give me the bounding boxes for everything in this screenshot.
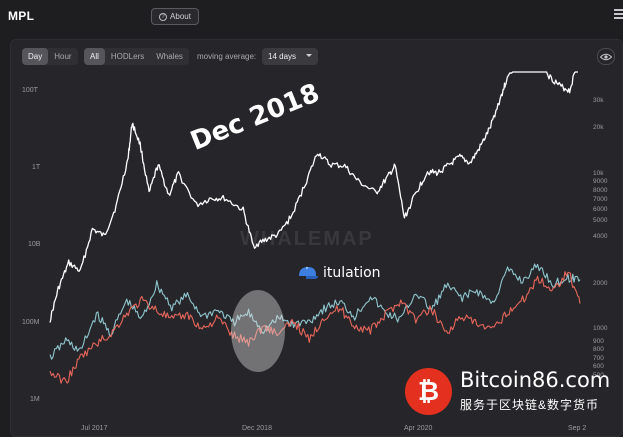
chart-panel (10, 39, 623, 437)
moving-average-value: 14 days (268, 52, 297, 61)
blue-series-line (49, 263, 581, 360)
right-axis-tick: 20k (593, 124, 604, 131)
about-button-label: About (170, 12, 191, 21)
right-axis-tick: 8000 (593, 187, 608, 194)
left-axis-tick: 10B (28, 241, 41, 248)
top-bar: MPL ? About (0, 0, 623, 34)
red-series-line (49, 271, 581, 384)
watermark: WHALEMAP (240, 228, 374, 250)
left-axis-tick: 1T (32, 164, 41, 171)
right-axis-tick: 700 (593, 355, 604, 362)
right-axis-tick: 4000 (593, 233, 608, 240)
app-logo[interactable]: MPL (8, 9, 35, 23)
right-axis-tick: 1000 (593, 325, 608, 332)
sticker-text: itulation (323, 265, 381, 281)
capitulation-sticker: itulation (297, 265, 381, 281)
right-axis-tick: 5000 (593, 217, 608, 224)
right-axis-tick: 900 (593, 338, 604, 345)
left-axis-tick: 1M (30, 396, 40, 403)
period-option-day[interactable]: Day (22, 48, 49, 65)
x-axis-tick: Jul 2017 (81, 425, 108, 432)
holder-option-all[interactable]: All (84, 48, 105, 65)
moving-average-select[interactable]: 14 days (262, 48, 318, 65)
x-axis-tick: Dec 2018 (242, 425, 272, 432)
holder-filter-toggle: All HODLers Whales (84, 48, 189, 65)
eye-icon (600, 53, 612, 60)
question-circle-icon: ? (159, 12, 168, 21)
site-text: Bitcoin86.com 服务于区块链&数字货币 (460, 368, 610, 413)
period-option-hour[interactable]: Hour (54, 52, 72, 61)
bitcoin-icon: ₿ (405, 368, 452, 415)
hamburger-menu-icon[interactable] (614, 9, 623, 19)
right-axis-tick: 30k (593, 97, 604, 104)
visibility-toggle-button[interactable] (597, 48, 615, 65)
holder-option-whales[interactable]: Whales (156, 52, 183, 61)
right-axis-tick: 2000 (593, 280, 608, 287)
site-badge: ₿ Bitcoin86.com 服务于区块链&数字货币 (405, 368, 610, 415)
left-axis-tick: 100M (22, 319, 40, 326)
right-axis-tick: 7000 (593, 196, 608, 203)
cap-icon (299, 266, 318, 279)
left-axis-tick: 100T (22, 87, 38, 94)
x-axis-tick: Apr 2020 (404, 425, 433, 432)
right-axis-tick: 500 (593, 372, 604, 379)
moving-average-label: moving average: (197, 52, 257, 61)
site-tagline: 服务于区块链&数字货币 (460, 398, 600, 412)
highlight-ellipse (231, 290, 285, 372)
right-axis-tick: 9000 (593, 178, 608, 185)
right-axis-tick: 10k (593, 170, 604, 177)
holder-option-hodlers[interactable]: HODLers (110, 52, 145, 61)
chevron-down-icon (306, 54, 312, 57)
right-axis-tick: 6000 (593, 206, 608, 213)
price-line (49, 71, 578, 323)
right-axis-tick: 600 (593, 363, 604, 370)
right-axis-tick: 800 (593, 346, 604, 353)
x-axis-tick: Sep 2 (568, 425, 587, 432)
about-button[interactable]: ? About (151, 8, 199, 25)
period-toggle: Day Hour (22, 48, 78, 65)
site-domain[interactable]: Bitcoin86.com (460, 368, 611, 392)
